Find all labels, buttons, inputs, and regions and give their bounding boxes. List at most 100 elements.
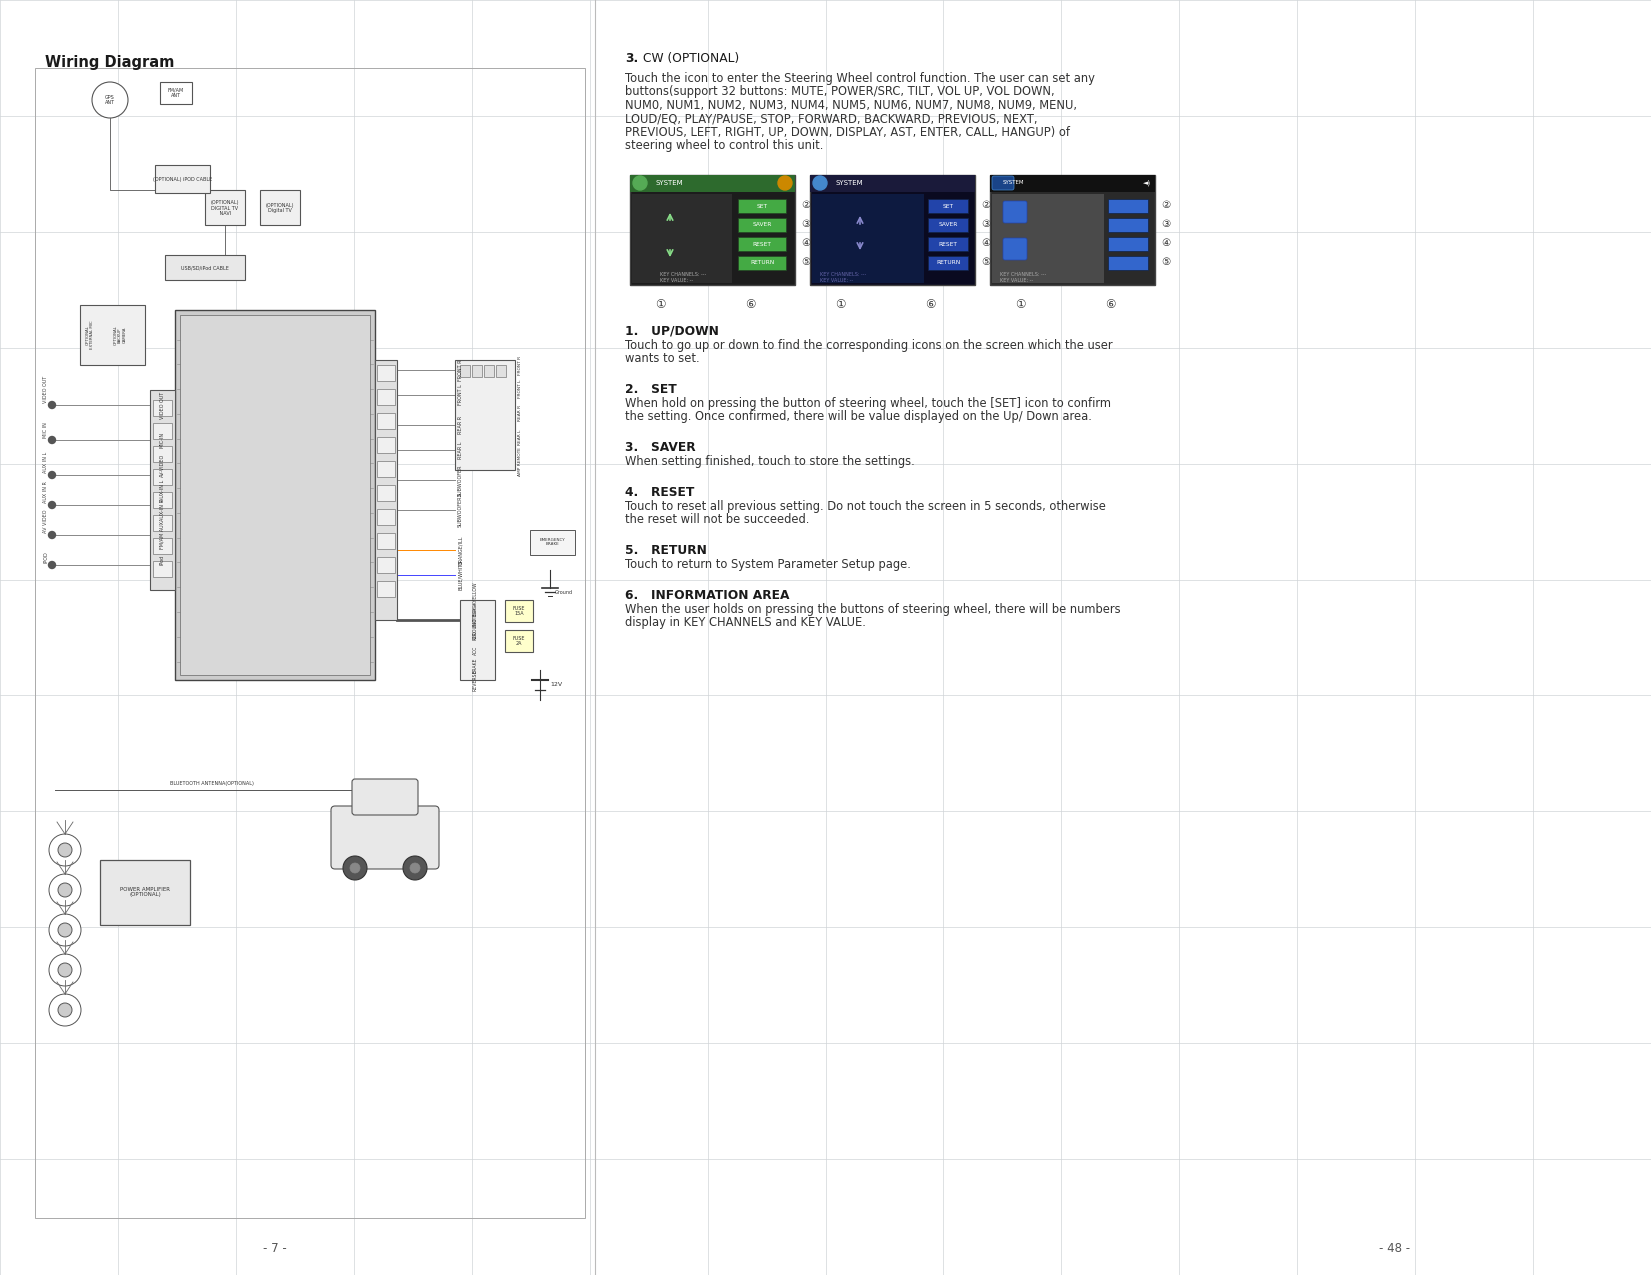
Text: ③: ③ <box>801 219 811 230</box>
Circle shape <box>92 82 129 119</box>
Text: SYSTEM: SYSTEM <box>655 180 682 186</box>
Bar <box>1108 218 1147 232</box>
Bar <box>35 68 584 1218</box>
Text: ACC: ACC <box>472 645 477 654</box>
Bar <box>154 400 172 416</box>
Text: RETURN: RETURN <box>936 260 961 265</box>
Text: RETURN: RETURN <box>750 260 774 265</box>
Text: OPTIONAL
BACKUP
CAMERA: OPTIONAL BACKUP CAMERA <box>114 325 127 344</box>
Text: Touch to go up or down to find the corresponding icons on the screen which the u: Touch to go up or down to find the corre… <box>626 339 1113 352</box>
Text: USB/SD/iPod CABLE: USB/SD/iPod CABLE <box>182 265 229 270</box>
Text: AUX-IN R: AUX-IN R <box>160 499 165 521</box>
Circle shape <box>409 863 419 873</box>
Text: BLUE/WHITE: BLUE/WHITE <box>457 560 462 590</box>
Text: GROUND BLACK: GROUND BLACK <box>472 602 477 639</box>
Text: When setting finished, touch to store the settings.: When setting finished, touch to store th… <box>626 455 915 468</box>
Text: SAVER: SAVER <box>938 223 958 227</box>
Bar <box>1108 199 1147 213</box>
FancyBboxPatch shape <box>1004 201 1027 223</box>
Text: FUSE
2A: FUSE 2A <box>513 636 525 646</box>
Text: - 48 -: - 48 - <box>1380 1242 1410 1255</box>
Bar <box>1108 237 1147 251</box>
Text: 4.   RESET: 4. RESET <box>626 486 695 499</box>
Text: SUBWOOFER2: SUBWOOFER2 <box>457 492 462 528</box>
Text: When the user holds on pressing the buttons of steering wheel, there will be num: When the user holds on pressing the butt… <box>626 603 1121 616</box>
Bar <box>738 199 786 213</box>
Text: ③: ③ <box>1161 219 1171 230</box>
Bar <box>811 175 976 193</box>
Bar <box>155 164 210 193</box>
Bar <box>928 218 967 232</box>
Circle shape <box>48 501 56 509</box>
Bar <box>738 218 786 232</box>
Bar <box>928 256 967 270</box>
Text: ⑤: ⑤ <box>801 258 811 266</box>
Bar <box>505 601 533 622</box>
Text: KEY VALUE: --: KEY VALUE: -- <box>660 278 693 283</box>
Bar <box>928 199 967 213</box>
Text: 2.   SET: 2. SET <box>626 382 677 397</box>
Bar <box>376 462 395 477</box>
Bar <box>160 82 192 105</box>
Circle shape <box>48 436 56 444</box>
Text: 3.: 3. <box>626 52 639 65</box>
Circle shape <box>48 561 56 569</box>
Text: ④: ④ <box>981 238 991 249</box>
Bar <box>811 175 976 286</box>
Text: ④: ④ <box>1161 238 1171 249</box>
Text: AUX-IN L: AUX-IN L <box>160 479 165 501</box>
Text: NUM0, NUM1, NUM2, NUM3, NUM4, NUM5, NUM6, NUM7, NUM8, NUM9, MENU,: NUM0, NUM1, NUM2, NUM3, NUM4, NUM5, NUM6… <box>626 99 1076 112</box>
Bar <box>991 175 1156 286</box>
Bar <box>376 484 395 501</box>
Bar <box>461 601 495 680</box>
Text: SYSTEM: SYSTEM <box>1004 181 1025 185</box>
Circle shape <box>58 884 73 898</box>
Text: Wiring Diagram: Wiring Diagram <box>45 55 175 70</box>
Text: 3.   SAVER: 3. SAVER <box>626 441 695 454</box>
Circle shape <box>48 402 56 408</box>
Bar <box>180 315 370 674</box>
Text: 6.   INFORMATION AREA: 6. INFORMATION AREA <box>626 589 789 602</box>
FancyBboxPatch shape <box>330 806 439 870</box>
Bar <box>461 365 471 377</box>
Bar <box>738 237 786 251</box>
Bar <box>1108 256 1147 270</box>
Circle shape <box>50 954 81 986</box>
Circle shape <box>778 176 792 190</box>
Circle shape <box>812 176 827 190</box>
Circle shape <box>632 176 647 190</box>
Circle shape <box>50 834 81 866</box>
Bar <box>376 581 395 597</box>
Text: 12V: 12V <box>550 682 561 687</box>
Text: REAR L: REAR L <box>518 430 522 445</box>
Text: FRONT L: FRONT L <box>457 385 462 405</box>
Text: 5.   RETURN: 5. RETURN <box>626 544 707 557</box>
Text: RESET: RESET <box>938 241 958 246</box>
Text: Touch to reset all previous setting. Do not touch the screen in 5 seconds, other: Touch to reset all previous setting. Do … <box>626 500 1106 513</box>
Text: KEY CHANNELS: ---: KEY CHANNELS: --- <box>1001 273 1047 278</box>
FancyBboxPatch shape <box>352 779 418 815</box>
Text: ③: ③ <box>981 219 991 230</box>
Text: display in KEY CHANNELS and KEY VALUE.: display in KEY CHANNELS and KEY VALUE. <box>626 616 865 629</box>
Text: ◄): ◄) <box>1142 180 1151 186</box>
Text: LOUD/EQ, PLAY/PAUSE, STOP, FORWARD, BACKWARD, PREVIOUS, NEXT,: LOUD/EQ, PLAY/PAUSE, STOP, FORWARD, BACK… <box>626 112 1037 125</box>
Circle shape <box>48 532 56 538</box>
Bar <box>376 413 395 428</box>
Text: BATTERY+ YELLOW: BATTERY+ YELLOW <box>472 583 477 627</box>
Text: PREVIOUS, LEFT, RIGHT, UP, DOWN, DISPLAY, AST, ENTER, CALL, HANGUP) of: PREVIOUS, LEFT, RIGHT, UP, DOWN, DISPLAY… <box>626 126 1070 139</box>
Bar <box>376 557 395 572</box>
Bar <box>812 194 925 283</box>
FancyBboxPatch shape <box>1004 238 1027 260</box>
Text: ②: ② <box>1161 200 1171 210</box>
Bar <box>259 190 300 224</box>
Text: KEY VALUE: --: KEY VALUE: -- <box>821 278 854 283</box>
Circle shape <box>48 472 56 478</box>
Bar <box>484 365 494 377</box>
Bar <box>376 389 395 405</box>
Bar <box>738 256 786 270</box>
Circle shape <box>350 863 360 873</box>
Text: MIC IN: MIC IN <box>43 422 48 439</box>
Text: ⑤: ⑤ <box>981 258 991 266</box>
Text: the reset will not be succeeded.: the reset will not be succeeded. <box>626 513 809 527</box>
Text: RED: RED <box>472 630 477 640</box>
